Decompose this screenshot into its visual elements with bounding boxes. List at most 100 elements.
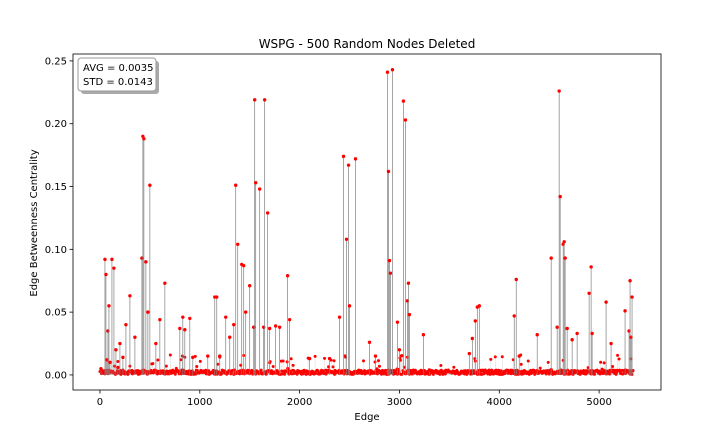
y-axis-ticks: 0.00 0.05 0.10 0.15 0.20 0.25 xyxy=(45,56,73,381)
data-point xyxy=(575,331,579,336)
baseline-point xyxy=(503,372,507,376)
x-tick-label: 4000 xyxy=(487,397,512,408)
y-tick-label: 0.05 xyxy=(45,308,67,319)
baseline-point xyxy=(585,371,589,375)
data-point xyxy=(555,325,559,329)
data-point xyxy=(628,279,632,283)
data-point xyxy=(630,295,634,299)
data-point xyxy=(589,265,593,269)
data-point xyxy=(390,68,395,72)
data-point xyxy=(401,99,406,103)
data-point xyxy=(535,333,539,337)
x-tick-label: 5000 xyxy=(586,397,611,408)
data-point xyxy=(403,118,408,122)
baseline-point xyxy=(112,364,116,368)
baseline-point xyxy=(126,372,130,376)
baseline-point xyxy=(489,357,493,361)
baseline-point xyxy=(314,371,318,375)
data-point xyxy=(181,315,185,319)
data-point xyxy=(557,89,561,93)
baseline-point xyxy=(373,360,377,364)
data-point xyxy=(133,335,137,339)
baseline-point xyxy=(617,357,621,361)
data-point xyxy=(252,98,257,102)
data-point xyxy=(307,356,312,361)
data-point xyxy=(110,257,114,262)
x-axis-label: Edge xyxy=(354,412,379,423)
data-point xyxy=(623,309,627,313)
data-point xyxy=(198,370,202,375)
baseline-point xyxy=(313,354,317,358)
baseline-point xyxy=(439,363,443,367)
data-point xyxy=(188,316,192,321)
data-point xyxy=(206,354,210,358)
data-point xyxy=(395,320,400,324)
data-point xyxy=(549,256,553,260)
baseline-point xyxy=(164,364,168,368)
data-point xyxy=(168,369,172,373)
x-tick-label: 3000 xyxy=(387,397,412,408)
baseline-point xyxy=(259,368,263,372)
baseline-point xyxy=(519,362,523,366)
data-point xyxy=(563,256,567,260)
baseline-point xyxy=(271,365,275,369)
data-point xyxy=(107,304,111,308)
data-point xyxy=(163,281,167,285)
data-point xyxy=(590,331,594,336)
baseline-point xyxy=(281,359,285,363)
data-point xyxy=(562,240,566,244)
data-point xyxy=(353,157,358,161)
data-point xyxy=(407,312,412,317)
data-point xyxy=(467,351,472,356)
data-point xyxy=(609,341,613,346)
baseline-point xyxy=(375,367,379,371)
baseline-point xyxy=(291,363,295,367)
baseline-point xyxy=(198,359,202,363)
baseline-point xyxy=(362,359,366,363)
plot-frame xyxy=(72,53,662,391)
stats-avg: AVG = 0.0035 xyxy=(83,63,154,74)
baseline-point xyxy=(493,355,497,359)
data-point xyxy=(104,272,108,277)
baseline-point xyxy=(546,360,550,364)
data-point xyxy=(247,284,252,288)
x-tick-label: 1000 xyxy=(187,397,212,408)
data-point xyxy=(421,333,426,337)
data-point xyxy=(587,291,591,295)
data-point xyxy=(337,315,342,319)
data-point xyxy=(244,310,248,314)
y-axis-label: Edge Betweenness Centrality xyxy=(29,149,40,296)
data-point xyxy=(112,266,116,270)
baseline-point xyxy=(377,364,381,368)
y-tick-label: 0.10 xyxy=(45,245,67,256)
data-point xyxy=(273,324,278,328)
data-point xyxy=(114,348,118,352)
data-point xyxy=(470,336,475,341)
baseline-point xyxy=(452,365,456,369)
data-point xyxy=(158,317,162,322)
data-point xyxy=(224,315,228,319)
data-point xyxy=(367,340,372,344)
data-point xyxy=(99,366,103,371)
baseline-point xyxy=(526,359,530,363)
data-point xyxy=(477,304,482,308)
data-point xyxy=(473,319,478,323)
data-point xyxy=(154,341,158,346)
data-point xyxy=(558,194,562,199)
data-point xyxy=(327,356,332,361)
data-point xyxy=(514,277,518,282)
data-point xyxy=(406,281,411,285)
baseline-point xyxy=(500,355,504,359)
baseline-point xyxy=(352,372,356,376)
data-point xyxy=(232,322,236,327)
baseline-point xyxy=(195,364,199,368)
baseline-point xyxy=(616,353,620,357)
data-point xyxy=(427,368,432,372)
data-point xyxy=(262,98,267,102)
data-point xyxy=(183,328,187,332)
stats-box-frame xyxy=(77,57,157,92)
baseline-point xyxy=(383,368,387,372)
baseline-point xyxy=(593,372,597,376)
data-point xyxy=(236,242,240,246)
